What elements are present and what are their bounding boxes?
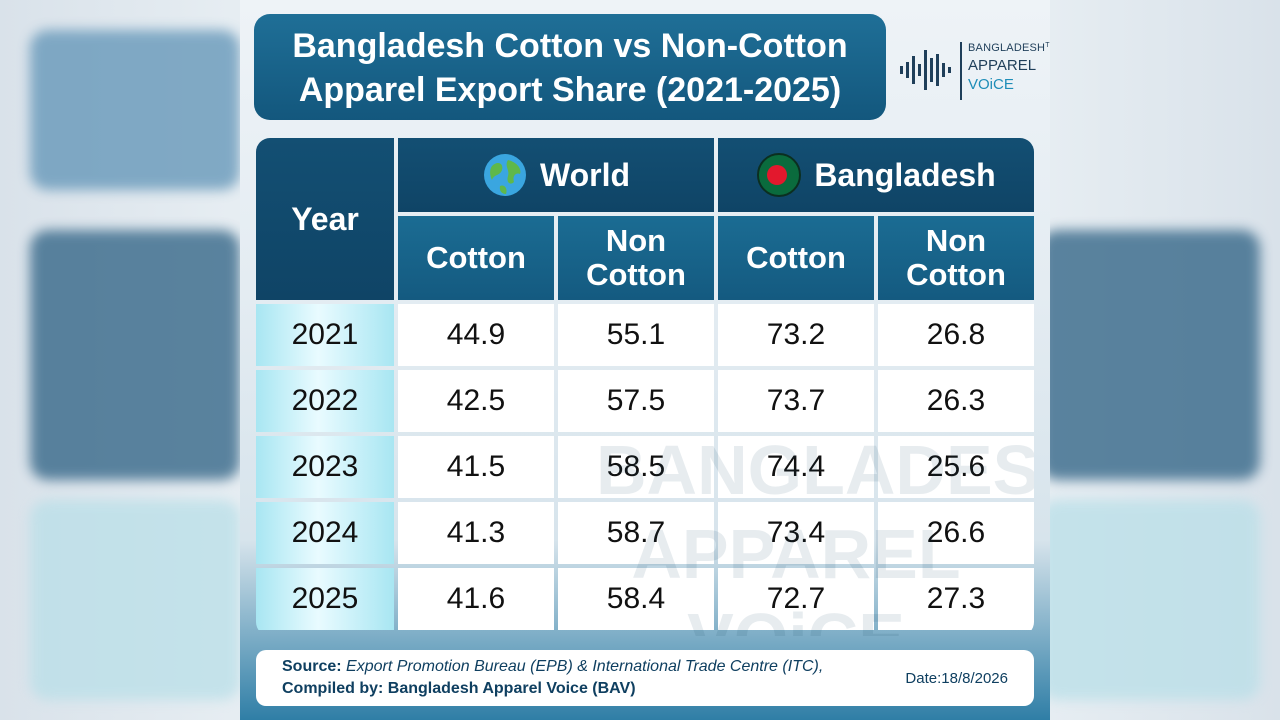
header-world-cotton-line1: Cotton [426, 240, 526, 275]
header-group-world-label: World [539, 156, 631, 193]
header-group-bangladesh-label: Bangladesh [814, 156, 996, 193]
logo-divider [960, 42, 962, 100]
value-cell: 74.4 [718, 436, 874, 498]
header-bangladesh-cotton-line1: Cotton [746, 240, 846, 275]
value-cell: 42.5 [398, 370, 554, 432]
header-world-non-cotton: Non Cotton [558, 216, 714, 300]
source-label: Source: [282, 658, 342, 675]
value-cell: 25.6 [878, 436, 1034, 498]
header-world-cotton: Cotton [398, 216, 554, 300]
bangladesh-flag-icon [757, 153, 802, 197]
value-cell: 27.3 [878, 568, 1034, 630]
sound-wave-icon [900, 50, 951, 90]
page-title: Bangladesh Cotton vs Non-Cotton Apparel … [254, 24, 886, 112]
header-group-world: World [398, 138, 714, 212]
header-world-non-cotton-line1: Non [605, 223, 667, 258]
year-cell: 2023 [256, 436, 394, 498]
year-cell: 2021 [256, 304, 394, 366]
logo: BANGLADESHTM APPAREL VOiCE [900, 40, 1050, 110]
value-cell: 73.2 [718, 304, 874, 366]
header-group-bangladesh: Bangladesh [718, 138, 1034, 212]
logo-trademark: TM [1045, 42, 1050, 49]
title-line-2: Apparel Export Share (2021-2025) [298, 71, 842, 109]
value-cell: 44.9 [398, 304, 554, 366]
value-cell: 72.7 [718, 568, 874, 630]
year-cell: 2024 [256, 502, 394, 564]
header-bangladesh-non-cotton-line2: Cotton [906, 257, 1006, 292]
infographic-card: Bangladesh Cotton vs Non-Cotton Apparel … [240, 0, 1050, 720]
value-cell: 73.4 [718, 502, 874, 564]
logo-text-bangladesh: BANGLADESHTM [968, 42, 1050, 54]
title-line-1: Bangladesh Cotton vs Non-Cotton [292, 27, 848, 65]
value-cell: 58.7 [558, 502, 714, 564]
header-bangladesh-non-cotton-line1: Non [925, 223, 987, 258]
background-blur-right [1040, 0, 1280, 720]
footer: Source: Export Promotion Bureau (EPB) & … [256, 650, 1034, 706]
header-bangladesh-non-cotton: Non Cotton [878, 216, 1034, 300]
globe-icon [483, 154, 526, 196]
header-bangladesh-cotton: Cotton [718, 216, 874, 300]
compiled-line: Compiled by: Bangladesh Apparel Voice (B… [282, 680, 636, 698]
value-cell: 55.1 [558, 304, 714, 366]
value-cell: 41.6 [398, 568, 554, 630]
background-blur-left [0, 0, 240, 720]
export-share-table: Year World Bangladesh Cotton Non Cotton [256, 138, 1034, 636]
title-box: Bangladesh Cotton vs Non-Cotton Apparel … [254, 14, 886, 120]
value-cell: 26.8 [878, 304, 1034, 366]
value-cell: 73.7 [718, 370, 874, 432]
logo-text-voice: VOiCE [968, 76, 1014, 93]
header-world-non-cotton-line2: Cotton [586, 257, 686, 292]
year-cell: 2022 [256, 370, 394, 432]
compiled-text: Bangladesh Apparel Voice (BAV) [387, 680, 636, 697]
source-text: Export Promotion Bureau (EPB) & Internat… [346, 658, 824, 675]
compiled-label: Compiled by: [282, 680, 384, 697]
logo-text-apparel: APPAREL [968, 57, 1037, 74]
year-cell: 2025 [256, 568, 394, 630]
value-cell: 58.4 [558, 568, 714, 630]
date-label: Date:18/8/2026 [905, 670, 1008, 687]
value-cell: 57.5 [558, 370, 714, 432]
value-cell: 26.3 [878, 370, 1034, 432]
header-year: Year [256, 138, 394, 300]
source-line: Source: Export Promotion Bureau (EPB) & … [282, 658, 823, 676]
value-cell: 41.5 [398, 436, 554, 498]
value-cell: 41.3 [398, 502, 554, 564]
value-cell: 58.5 [558, 436, 714, 498]
value-cell: 26.6 [878, 502, 1034, 564]
